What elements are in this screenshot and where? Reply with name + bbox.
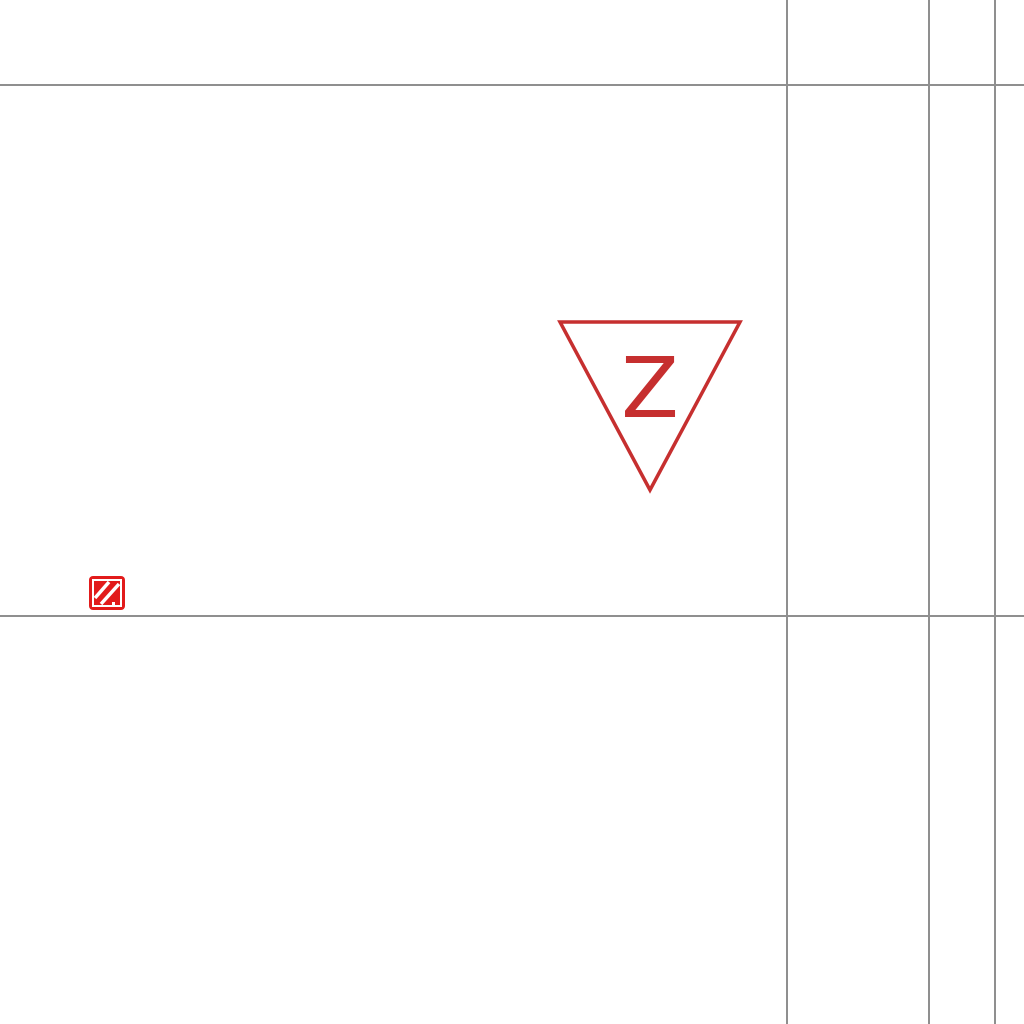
grid-line-horizontal-top: [0, 84, 1024, 86]
inverted-triangle-icon: [557, 320, 743, 494]
grid-line-vertical-2: [928, 0, 930, 1024]
triangle-z-symbol[interactable]: Z: [554, 316, 746, 496]
grid-line-vertical-3: [994, 0, 996, 1024]
edit-pattern-icon[interactable]: [88, 575, 126, 611]
symbol-letter: Z: [621, 339, 679, 437]
grid-line-vertical-1: [786, 0, 788, 1024]
grid-line-horizontal-bottom: [0, 615, 1024, 617]
